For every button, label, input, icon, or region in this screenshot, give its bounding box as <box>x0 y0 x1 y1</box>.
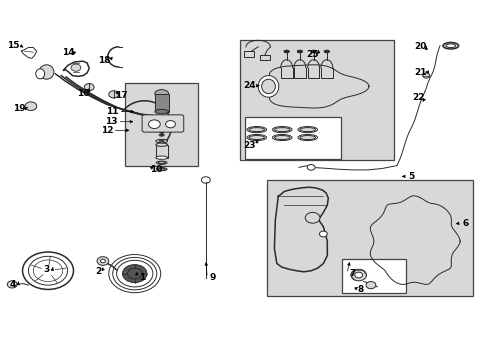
Ellipse shape <box>39 65 54 79</box>
Ellipse shape <box>159 134 164 136</box>
Circle shape <box>100 259 105 263</box>
Ellipse shape <box>247 135 267 141</box>
Text: 20: 20 <box>414 42 427 51</box>
Text: 13: 13 <box>105 117 118 126</box>
Text: 17: 17 <box>115 91 128 100</box>
FancyBboxPatch shape <box>142 115 184 132</box>
Circle shape <box>366 282 376 289</box>
Bar <box>156 145 168 158</box>
Ellipse shape <box>156 168 167 171</box>
Bar <box>244 51 254 57</box>
Ellipse shape <box>300 128 316 132</box>
Text: 18: 18 <box>98 56 110 65</box>
Ellipse shape <box>297 50 302 53</box>
Ellipse shape <box>156 156 168 159</box>
Circle shape <box>122 265 147 283</box>
Ellipse shape <box>158 162 165 164</box>
Circle shape <box>109 91 119 98</box>
Circle shape <box>166 121 175 128</box>
Text: 4: 4 <box>9 280 16 289</box>
Ellipse shape <box>272 135 292 141</box>
Circle shape <box>148 120 160 129</box>
Text: 5: 5 <box>409 172 415 181</box>
FancyBboxPatch shape <box>125 83 198 166</box>
Circle shape <box>307 165 315 170</box>
Ellipse shape <box>443 42 459 49</box>
Text: 3: 3 <box>44 266 49 275</box>
Text: 19: 19 <box>13 104 26 113</box>
Ellipse shape <box>249 136 265 140</box>
Ellipse shape <box>156 161 167 164</box>
Circle shape <box>25 102 37 111</box>
Ellipse shape <box>159 117 164 119</box>
Ellipse shape <box>159 127 164 129</box>
Circle shape <box>351 269 367 281</box>
Ellipse shape <box>324 50 329 53</box>
Ellipse shape <box>159 120 164 122</box>
Ellipse shape <box>311 50 316 53</box>
Ellipse shape <box>158 168 165 170</box>
Ellipse shape <box>155 90 169 98</box>
Ellipse shape <box>155 109 169 114</box>
Ellipse shape <box>258 76 279 97</box>
Text: 11: 11 <box>106 107 119 116</box>
FancyBboxPatch shape <box>245 117 341 159</box>
Ellipse shape <box>284 50 289 53</box>
Ellipse shape <box>298 127 318 133</box>
Ellipse shape <box>156 143 168 147</box>
Circle shape <box>7 281 17 288</box>
Circle shape <box>71 64 81 71</box>
Circle shape <box>423 73 430 78</box>
Text: 15: 15 <box>7 41 20 50</box>
Text: 2: 2 <box>95 267 101 276</box>
Ellipse shape <box>274 136 290 140</box>
Ellipse shape <box>300 136 316 140</box>
Ellipse shape <box>247 127 267 133</box>
Ellipse shape <box>249 128 265 132</box>
Ellipse shape <box>298 135 318 141</box>
Ellipse shape <box>156 139 168 143</box>
Ellipse shape <box>274 128 290 132</box>
Ellipse shape <box>159 124 164 126</box>
Text: 23: 23 <box>244 141 256 150</box>
FancyBboxPatch shape <box>342 259 406 293</box>
Ellipse shape <box>272 127 292 133</box>
Text: 14: 14 <box>62 48 75 57</box>
Text: 1: 1 <box>139 273 145 282</box>
Circle shape <box>305 212 320 223</box>
Text: 12: 12 <box>100 126 113 135</box>
Text: 7: 7 <box>349 269 356 278</box>
Circle shape <box>84 84 94 91</box>
Text: 25: 25 <box>306 50 319 59</box>
Bar <box>260 55 270 60</box>
FancyBboxPatch shape <box>240 40 394 160</box>
Text: 22: 22 <box>413 94 425 103</box>
Ellipse shape <box>159 140 164 142</box>
FancyBboxPatch shape <box>267 180 473 296</box>
Circle shape <box>97 257 109 265</box>
Ellipse shape <box>262 79 275 94</box>
Ellipse shape <box>446 44 456 48</box>
Ellipse shape <box>36 69 45 79</box>
Text: 21: 21 <box>414 68 427 77</box>
Text: 6: 6 <box>463 219 468 228</box>
Ellipse shape <box>159 131 164 133</box>
Text: 9: 9 <box>210 274 217 282</box>
Text: 10: 10 <box>149 165 162 174</box>
Bar <box>155 94 169 112</box>
Text: 24: 24 <box>244 81 256 90</box>
Text: 8: 8 <box>357 285 363 294</box>
Circle shape <box>355 272 363 278</box>
Circle shape <box>319 231 327 237</box>
Text: 16: 16 <box>77 89 90 98</box>
